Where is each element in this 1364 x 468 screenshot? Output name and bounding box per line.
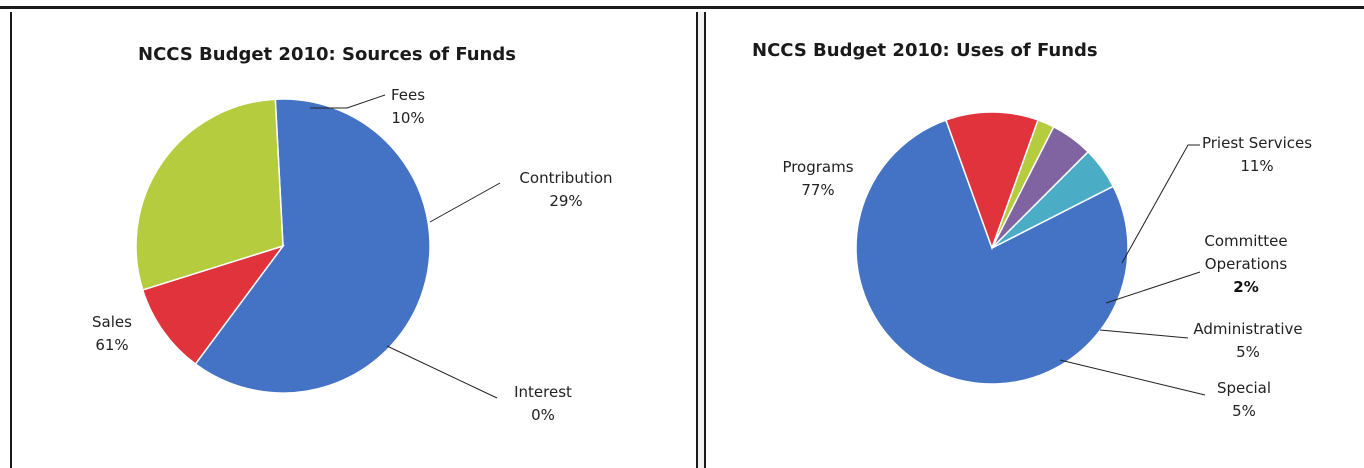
sources-chart-title: NCCS Budget 2010: Sources of Funds <box>138 44 516 65</box>
top-border <box>0 6 1364 9</box>
chart1-sales-name-label: Sales <box>92 313 132 331</box>
chart2-special-leader-line <box>1059 359 1206 396</box>
chart1-fees-name-label: Fees <box>391 86 425 104</box>
panel-gap <box>698 12 704 468</box>
chart2-priest-services-percent-label: 11% <box>1240 157 1273 175</box>
chart2-special-name-label: Special <box>1217 379 1271 397</box>
chart2-priest-services-slice <box>944 111 1040 251</box>
chart1-contribution-percent-label: 29% <box>549 192 582 210</box>
chart1-contribution-name-label: Contribution <box>519 169 612 187</box>
chart1-sales-slice <box>194 98 431 394</box>
uses-chart-title: NCCS Budget 2010: Uses of Funds <box>752 40 1098 61</box>
chart2-committee-operations-leader-line <box>1105 271 1201 304</box>
chart2-special-percent-label: 5% <box>1232 402 1256 420</box>
chart2-committee-operations-percent-label: 2% <box>1233 278 1258 296</box>
chart1-sales-percent-label: 61% <box>95 336 128 354</box>
chart2-administrative-percent-label: 5% <box>1236 343 1260 361</box>
chart2-priest-services-leader-line <box>1121 144 1200 264</box>
chart2-committee-operations-name-label: Operations <box>1205 255 1288 273</box>
chart2-priest-services-name-label: Priest Services <box>1202 134 1312 152</box>
chart1-fees-slice <box>141 244 285 366</box>
chart2-programs-slice <box>855 119 1129 385</box>
chart2-administrative-name-label: Administrative <box>1193 320 1302 338</box>
chart1-interest-name-label: Interest <box>514 383 572 401</box>
chart1-interest-leader-line <box>386 345 498 399</box>
chart1-contribution-slice <box>135 98 284 291</box>
chart1-fees-leader-line <box>310 94 386 109</box>
chart2-committee-operations-name-label: Committee <box>1204 232 1287 250</box>
chart1-interest-percent-label: 0% <box>531 406 555 424</box>
chart2-special-slice <box>991 150 1115 249</box>
chart1-fees-percent-label: 10% <box>391 109 424 127</box>
chart2-programs-name-label: Programs <box>782 158 853 176</box>
chart2-programs-percent-label: 77% <box>801 181 834 199</box>
chart2-administrative-leader-line <box>1099 329 1189 339</box>
chart1-contribution-leader-line <box>429 182 501 223</box>
